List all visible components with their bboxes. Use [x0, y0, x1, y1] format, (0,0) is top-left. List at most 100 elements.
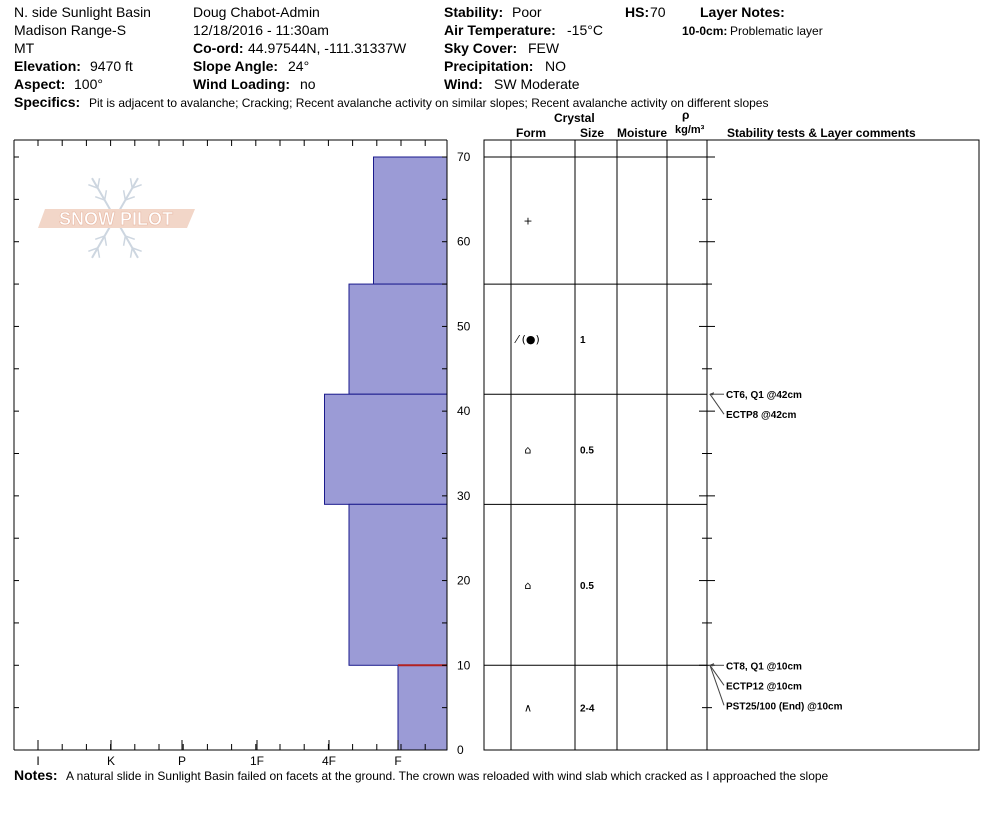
stability-label: Stability:	[444, 4, 504, 20]
aspect-value: 100°	[74, 76, 103, 92]
notes-label: Notes:	[14, 767, 58, 783]
stability-test-leader	[709, 664, 725, 686]
snowflake-branch	[97, 178, 101, 189]
location-text: N. side Sunlight Basin	[14, 4, 151, 20]
datetime-text: 12/18/2016 - 11:30am	[193, 22, 329, 38]
header-crystal: Crystal	[554, 111, 595, 125]
snowpilot-logo: SNOW PILOT	[38, 177, 195, 259]
stability-test-arrowhead	[709, 663, 714, 667]
hardness-bar	[348, 283, 448, 395]
snowflake-branch	[103, 235, 108, 246]
header-rho: ρ	[682, 108, 690, 122]
header-form: Form	[516, 126, 546, 140]
stability-test-label: CT8, Q1 @10cm	[726, 661, 802, 672]
depth-tick-label: 30	[457, 489, 471, 503]
stability-tests: CT8, Q1 @10cm ECTP12 @10cm PST25/100 (End)…	[709, 390, 843, 712]
hardness-tick-label: 1F	[250, 754, 264, 768]
depth-tick-label: 10	[457, 658, 471, 672]
depth-tick-label: 70	[457, 150, 471, 164]
snowflake-branch	[122, 190, 127, 201]
header-density: kg/m³	[675, 124, 705, 136]
snowflake-branch	[125, 235, 136, 241]
specifics-value: Pit is adjacent to avalanche; Cracking; …	[89, 96, 769, 110]
stability-test-label: CT6, Q1 @42cm	[726, 390, 802, 401]
precip-value: NO	[545, 58, 566, 74]
windload-label: Wind Loading:	[193, 76, 291, 92]
hs-value: 70	[650, 4, 666, 20]
snowflake-branch	[97, 247, 101, 258]
stability-test-arrowhead	[709, 392, 714, 396]
coord-value: 44.97544N, -111.31337W	[248, 40, 407, 56]
snowflake-branch	[94, 235, 105, 241]
header-stability: Stability tests & Layer comments	[727, 126, 916, 140]
stability-test-leader	[709, 393, 725, 415]
snowflake-branch	[94, 195, 105, 201]
hardness-tick-label: 4F	[322, 754, 336, 768]
snowflake-branch	[131, 184, 142, 189]
range-text: Madison Range-S	[14, 22, 127, 38]
hardness-tick-label: P	[178, 754, 186, 768]
windload-value: no	[300, 76, 316, 92]
hardness-tick-label: K	[107, 754, 115, 768]
snowflake-branch	[129, 178, 133, 189]
layer-note-text: Problematic layer	[730, 24, 823, 38]
slope-value: 24°	[288, 58, 310, 74]
snowflake-branch	[88, 184, 99, 189]
snowflake-branch	[122, 235, 127, 246]
hardness-bar	[348, 503, 448, 666]
crystal-size-label: 1	[580, 335, 586, 346]
snowflake-branch	[103, 190, 108, 201]
layer-notes-label: Layer Notes:	[700, 4, 785, 20]
crystal-form-symbol: ⌂	[525, 579, 532, 592]
header-moisture: Moisture	[617, 126, 668, 140]
layer-note-depth: 10-0cm:	[682, 24, 728, 38]
depth-tick-label: 60	[457, 235, 471, 249]
stability-test-leader	[709, 665, 725, 706]
depth-tick-label: 20	[457, 574, 471, 588]
header-size: Size	[580, 126, 605, 140]
hardness-axis: I K P 1F 4F F	[13, 139, 448, 768]
snowflake-branch	[131, 247, 142, 252]
sky-value: FEW	[528, 40, 560, 56]
depth-axis: 0 10 20 30 40 50 60 70	[457, 150, 471, 757]
elevation-label: Elevation:	[14, 58, 81, 74]
hardness-tick-label: F	[394, 754, 401, 768]
specifics-label: Specifics:	[14, 94, 81, 110]
snowflake-branch	[129, 247, 133, 258]
hardness-bar	[324, 393, 448, 505]
slope-label: Slope Angle:	[193, 58, 279, 74]
logo-banner	[38, 209, 195, 228]
sky-label: Sky Cover:	[444, 40, 518, 56]
crystal-form-symbol: +	[523, 215, 532, 228]
crystal-size-label: 0.5	[580, 445, 594, 456]
hardness-bar	[397, 664, 448, 751]
crystal-form-symbol: ⁄ (●)	[513, 333, 540, 346]
elevation-value: 9470 ft	[90, 58, 133, 74]
depth-tick-label: 40	[457, 404, 471, 418]
stability-test-label: ECTP8 @42cm	[726, 410, 796, 421]
observer-text: Doug Chabot-Admin	[193, 4, 320, 20]
crystal-form-symbol: ∧	[524, 702, 532, 715]
aspect-label: Aspect:	[14, 76, 66, 92]
notes-text: A natural slide in Sunlight Basin failed…	[66, 769, 829, 783]
hs-label: HS:	[625, 4, 650, 20]
depth-tick-label: 50	[457, 319, 471, 333]
table-frame	[483, 139, 980, 751]
airtemp-label: Air Temperature:	[444, 22, 556, 38]
crystal-size-label: 2-4	[580, 704, 595, 715]
stability-test-label: ECTP12 @10cm	[726, 681, 802, 692]
snowflake-branch	[88, 247, 99, 252]
stability-test-label: PST25/100 (End) @10cm	[726, 701, 843, 712]
snowflake-branch	[125, 195, 136, 201]
state-text: MT	[14, 40, 35, 56]
hardness-tick-label: I	[36, 754, 39, 768]
hardness-bar	[373, 156, 448, 285]
precip-label: Precipitation:	[444, 58, 534, 74]
wind-label: Wind:	[444, 76, 483, 92]
airtemp-value: -15°C	[567, 22, 603, 38]
hardness-bars	[324, 156, 448, 751]
logo-text: SNOW PILOT	[59, 209, 173, 229]
wind-value: SW Moderate	[494, 76, 580, 92]
crystal-size-label: 0.5	[580, 581, 594, 592]
